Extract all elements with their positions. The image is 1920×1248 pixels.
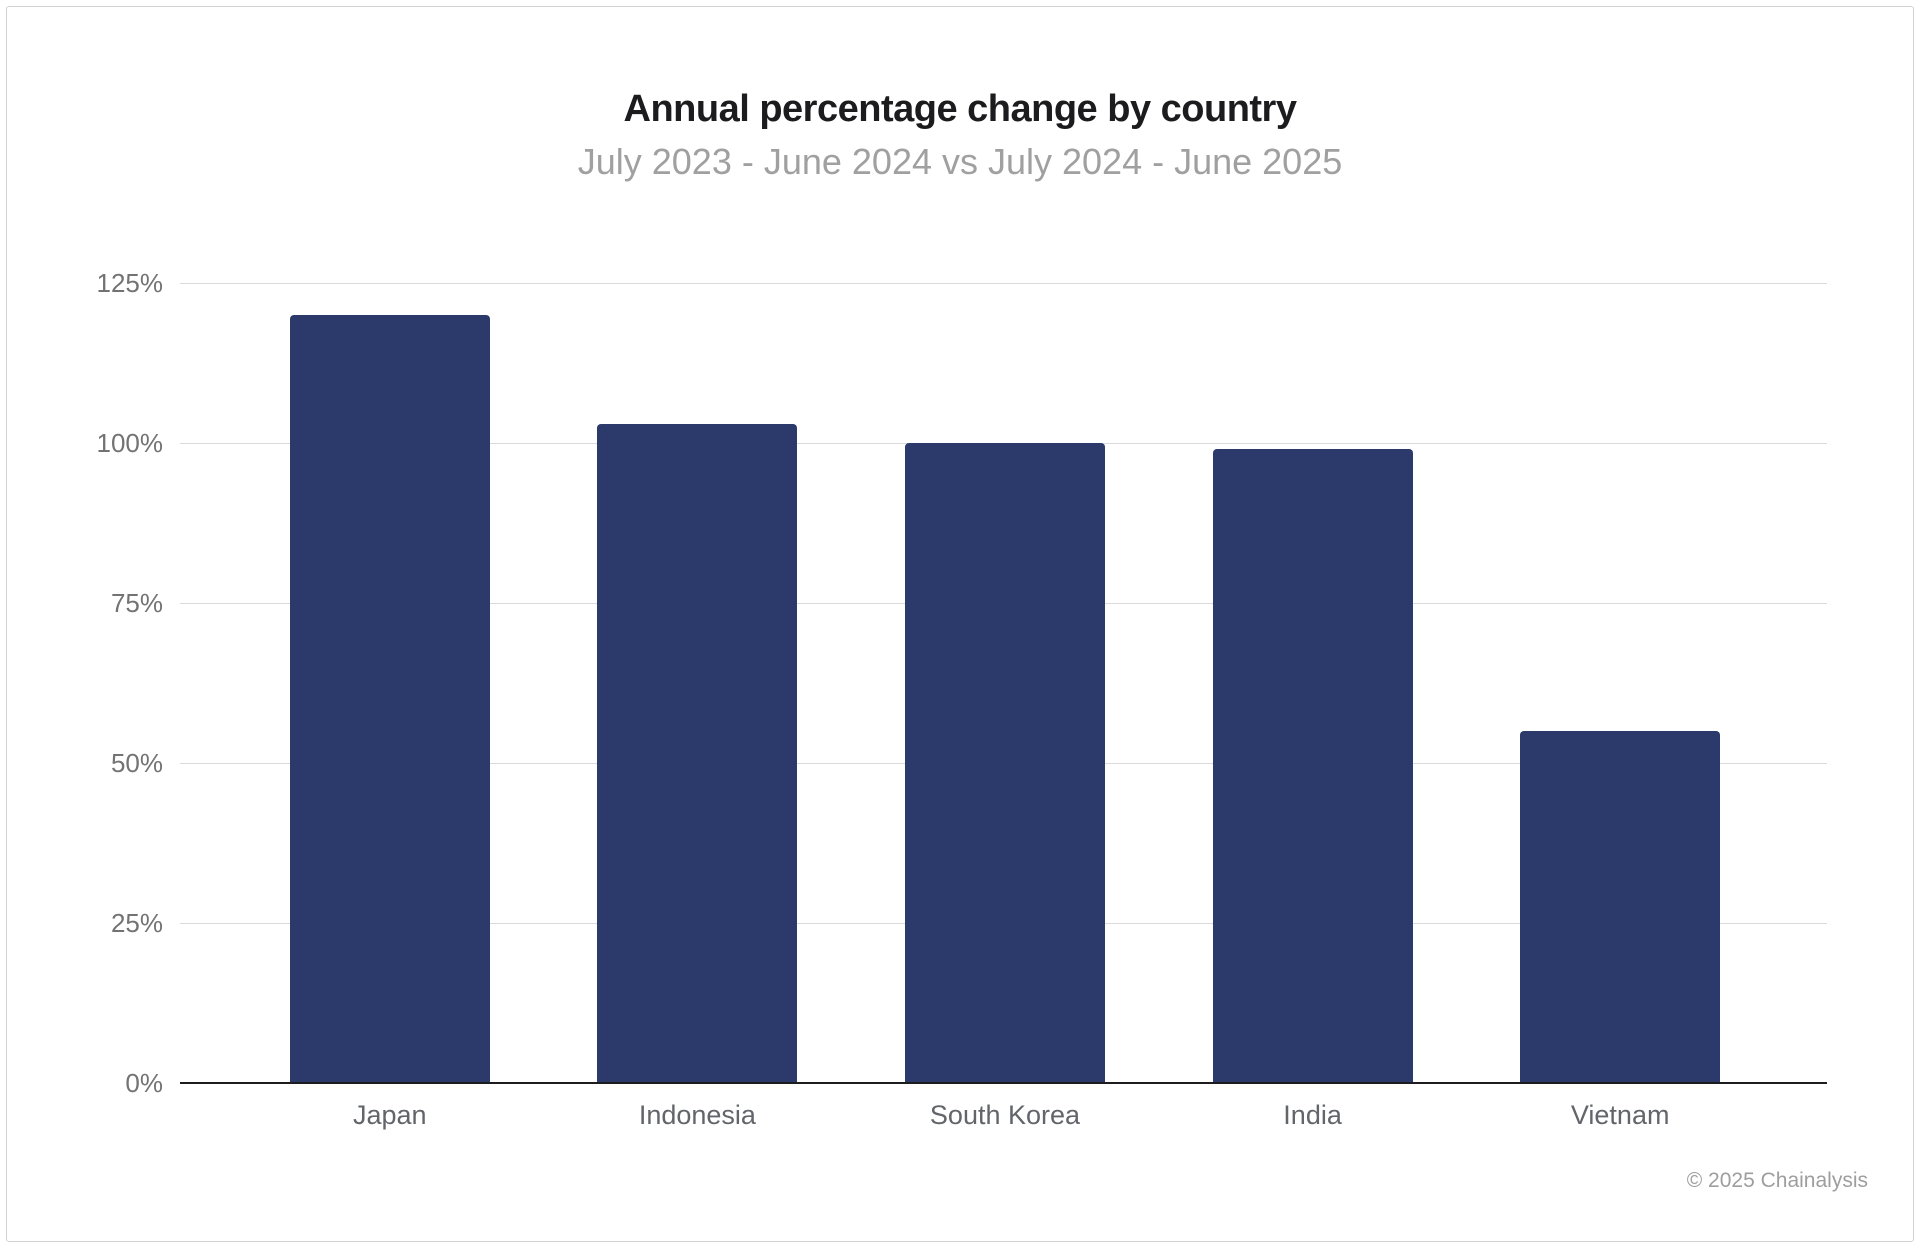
copyright-credit: © 2025 Chainalysis [1686, 1169, 1868, 1192]
bar-vietnam [1520, 731, 1721, 1083]
plot-area: 0% 25% 50% 75% 100% 125% Japan Indonesia South … [97, 270, 1827, 1130]
x-category-label-south-korea: South Korea [929, 1100, 1081, 1130]
bar-slot-japan [236, 283, 544, 1083]
x-axis-line [180, 1082, 1827, 1084]
y-tick-label-125: 125% [96, 268, 164, 298]
bar-indonesia [597, 423, 798, 1083]
x-category-label-vietnam: Vietnam [1570, 1100, 1670, 1130]
chart-title: Annual percentage change by country [623, 88, 1297, 130]
x-slot-japan: Japan [236, 1099, 544, 1131]
bars-row [180, 283, 1827, 1083]
x-category-label-indonesia: Indonesia [638, 1100, 756, 1130]
x-category-label-india: India [1283, 1100, 1342, 1130]
x-slot-india: India [1159, 1099, 1467, 1131]
x-slot-south-korea: South Korea [851, 1099, 1159, 1131]
y-tick-label-50: 50% [110, 748, 163, 778]
y-tick-label-100: 100% [96, 428, 164, 458]
x-axis-labels: Japan Indonesia South Korea India Vietnam [180, 1099, 1827, 1131]
gridline-125 [180, 283, 1827, 284]
bar-south-korea [904, 443, 1105, 1083]
x-slot-indonesia: Indonesia [544, 1099, 852, 1131]
bar-india [1212, 449, 1413, 1083]
x-category-label-japan: Japan [353, 1100, 427, 1130]
bar-slot-india [1159, 283, 1467, 1083]
y-tick-label-0: 0% [125, 1068, 163, 1098]
bar-slot-south-korea [851, 283, 1159, 1083]
y-tick-label-25: 25% [110, 908, 163, 938]
bar-japan [289, 315, 490, 1083]
y-tick-label-75: 75% [110, 588, 163, 618]
bar-slot-vietnam [1466, 283, 1774, 1083]
bar-slot-indonesia [544, 283, 852, 1083]
chart-subtitle: July 2023 - June 2024 vs July 2024 - Jun… [577, 141, 1343, 182]
x-slot-vietnam: Vietnam [1466, 1099, 1774, 1131]
